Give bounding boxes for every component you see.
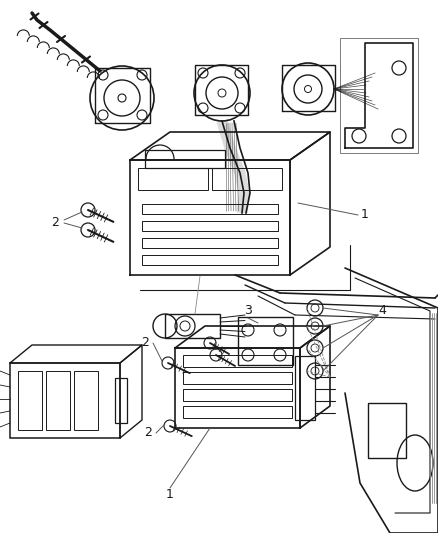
Bar — [368, 403, 406, 458]
Bar — [142, 255, 278, 265]
Bar — [142, 221, 278, 231]
Bar — [340, 38, 418, 153]
Bar — [183, 355, 292, 367]
Text: 4: 4 — [378, 304, 386, 318]
Bar — [183, 372, 292, 384]
Bar — [142, 204, 278, 214]
Text: 1: 1 — [166, 489, 174, 502]
Bar — [212, 168, 282, 190]
Bar — [145, 150, 225, 168]
Text: 2: 2 — [144, 426, 152, 440]
Bar — [295, 356, 315, 420]
Text: 2: 2 — [51, 216, 59, 230]
Bar — [10, 363, 120, 438]
Text: 1: 1 — [361, 208, 369, 222]
Bar — [238, 317, 293, 365]
Bar — [74, 371, 98, 430]
Bar — [142, 238, 278, 248]
Bar — [115, 378, 127, 423]
Bar — [138, 168, 208, 190]
Bar — [183, 406, 292, 418]
Bar — [18, 371, 42, 430]
Bar — [165, 314, 220, 338]
Text: 2: 2 — [141, 336, 149, 350]
Bar — [46, 371, 70, 430]
Text: 3: 3 — [244, 304, 252, 318]
Bar — [183, 389, 292, 401]
